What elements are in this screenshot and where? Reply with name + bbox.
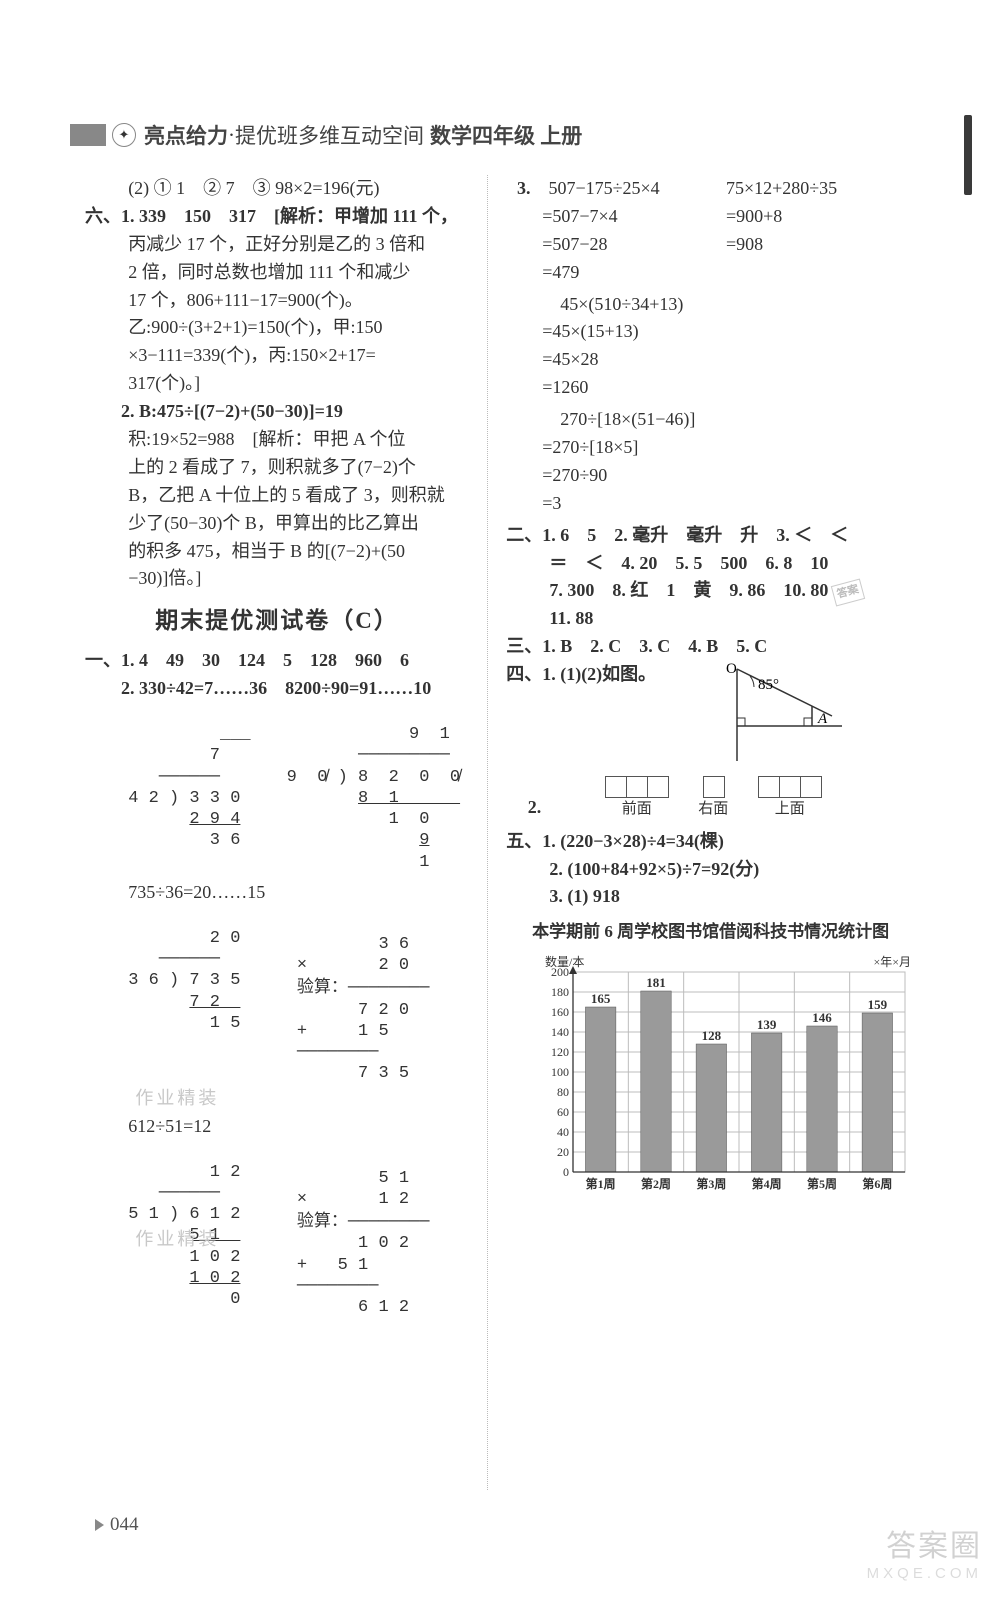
svg-text:60: 60 [557,1105,569,1119]
watermark: 答案圈 MXQE.COM [867,1521,982,1582]
q3-c0: 45×(510÷34+13) [542,291,915,319]
svg-text:85°: 85° [758,677,779,693]
s6-i1-b1: 2 倍，同时总数也增加 111 个和减少 [85,259,469,287]
bar-chart: 020406080100120140160180200165第1周181第2周1… [506,950,915,1209]
q3-d2: =270÷90 [542,462,915,490]
sec5-l2: 2. (100+84+92×5)÷7=92(分) [506,856,915,884]
s6-i1-b5: 317(个)。] [85,370,469,398]
sec5-l1: 五、1. (220−3×28)÷4=34(棵) [506,828,915,856]
q3-a3: =507−28 [517,231,706,259]
sec4-l2: 2. 前面 右面 上面 [506,775,915,822]
angle-diagram: O 85° A [692,661,852,771]
svg-text:160: 160 [551,1005,569,1019]
s6-i2-b3: 少了(50−30)个 B，甲算出的比乙算出 [85,510,469,538]
view-top: 上面 [758,775,821,822]
sec1-l2: 2. 330÷42=7……36 8200÷90=91……10 [85,675,469,703]
s6-i2-b5: −30)]倍。] [85,565,469,593]
svg-text:第5周: 第5周 [807,1176,837,1191]
s6-i1-b0: 丙减少 17 个，正好分别是乙的 3 倍和 [85,231,469,259]
globe-icon: ✦ [112,123,136,147]
sec2-l2: ＝ ＜ 4. 20 5. 5 500 6. 8 10 [506,550,915,578]
s6-i1-b2: 17 个，806+111−17=900(个)。 [85,287,469,315]
view-front: 前面 [605,775,668,822]
svg-text:100: 100 [551,1065,569,1079]
svg-text:128: 128 [702,1028,722,1043]
q3-b2: =900+8 [726,203,915,231]
q3-d1: =270÷[18×5] [542,434,915,462]
svg-text:80: 80 [557,1085,569,1099]
div-eq-2: 612÷51=12 [85,1113,469,1141]
s6-i2-b2: B，乙把 A 十位上的 5 看成了 3，则积就 [85,482,469,510]
sec1-l1: 一、1. 4 49 30 124 5 128 960 6 [85,647,469,675]
q3-b1: 75×12+280÷35 [726,175,915,203]
section-title: 期末提优测试卷（C） [85,603,469,639]
svg-text:180: 180 [551,985,569,999]
div-eq-1: 735÷36=20……15 [85,879,469,907]
brand-sep: · [228,123,235,148]
q3-d0: 270÷[18×(51−46)] [542,406,915,434]
svg-text:20: 20 [557,1145,569,1159]
svg-text:165: 165 [591,991,611,1006]
svg-text:O: O [726,661,737,677]
s6-i2-b1: 上的 2 看成了 7，则积就多了(7−2)个 [85,454,469,482]
svg-text:120: 120 [551,1045,569,1059]
svg-text:0: 0 [563,1165,569,1179]
svg-text:第4周: 第4周 [752,1176,782,1191]
chart-title: 本学期前 6 周学校图书馆借阅科技书情况统计图 [506,919,915,945]
svg-text:第3周: 第3周 [696,1176,726,1191]
long-division-row-1: ___ 7 ────── 4 2 ) 3 3 0 2 9 4 3 6 9 1 ─… [85,703,469,873]
q3-a2: =507−7×4 [517,203,706,231]
pre-line: (2) ① 1 ② 7 ③ 98×2=196(元) [85,175,469,203]
svg-text:181: 181 [646,975,666,990]
sec2-l1: 二、1. 6 5 2. 毫升 毫升 升 3. ＜ ＜ [506,522,915,550]
q3-a1: 3. 507−175÷25×4 [517,175,706,203]
svg-text:第2周: 第2周 [641,1176,671,1191]
section-6-item-2: 2. B:475÷[(7−2)+(50−30)]=19 [85,398,469,426]
long-division-row-2: 2 0 ────── 3 6 ) 7 3 5 7 2 1 5 3 6 × 2 0… [85,907,469,1085]
view-right: 右面 [698,775,728,822]
svg-text:40: 40 [557,1125,569,1139]
brand-subtitle: 提优班多维互动空间 [235,120,424,150]
svg-text:139: 139 [757,1017,777,1032]
section-6-item-1: 六、1. 339 150 317 [解析：甲增加 111 个， [85,203,469,231]
subject: 数学四年级 上册 [430,120,582,150]
s6-i2-b4: 的积多 475，相当于 B 的[(7−2)+(50 [85,538,469,566]
svg-text:146: 146 [812,1010,832,1025]
sec4-row: 四、1. (1)(2)如图。 O 85° A [506,661,915,771]
header-brand-block [70,124,106,146]
sec5-l3: 3. (1) 918 [506,883,915,911]
s6-i1-b4: ×3−111=339(个)，丙:150×2+17= [85,342,469,370]
q3-c2: =45×28 [542,346,915,374]
svg-text:数量/本: 数量/本 [545,954,584,969]
q3-a4: =479 [517,259,706,287]
sec2-l3: 7. 300 8. 红 1 黄 9. 86 10. 80 答案 [506,577,915,605]
s6-i1-b3: 乙:900÷(3+2+1)=150(个)，甲:150 [85,314,469,342]
s6-i2-b0: 积:19×52=988 [解析：甲把 A 个位 [85,426,469,454]
svg-text:第1周: 第1周 [586,1176,616,1191]
svg-text:140: 140 [551,1025,569,1039]
svg-text:A: A [817,711,828,727]
triangle-icon [95,1519,104,1531]
brand-name: 亮点给力 [144,120,228,150]
svg-text:×年×月: ×年×月 [873,955,911,969]
sec3: 三、1. B 2. C 3. C 4. B 5. C [506,633,915,661]
q3-b3: =908 [726,231,915,259]
svg-text:第6周: 第6周 [862,1176,892,1191]
svg-text:159: 159 [868,997,888,1012]
q3-c3: =1260 [542,374,915,402]
right-column: 3. 507−175÷25×4 =507−7×4 =507−28 =479 75… [487,175,915,1490]
page-number: 044 [95,1514,139,1536]
q3-c1: =45×(15+13) [542,318,915,346]
page-header: ✦ 亮点给力 · 提优班多维互动空间 数学四年级 上册 [70,120,930,150]
left-column: (2) ① 1 ② 7 ③ 98×2=196(元) 六、1. 339 150 3… [85,175,487,1490]
faint-watermark-1: 作业精装 [85,1085,469,1113]
q3-d3: =3 [542,490,915,518]
sec2-l4: 11. 88 [506,605,915,633]
book-stamp-icon: 答案 [831,578,865,606]
